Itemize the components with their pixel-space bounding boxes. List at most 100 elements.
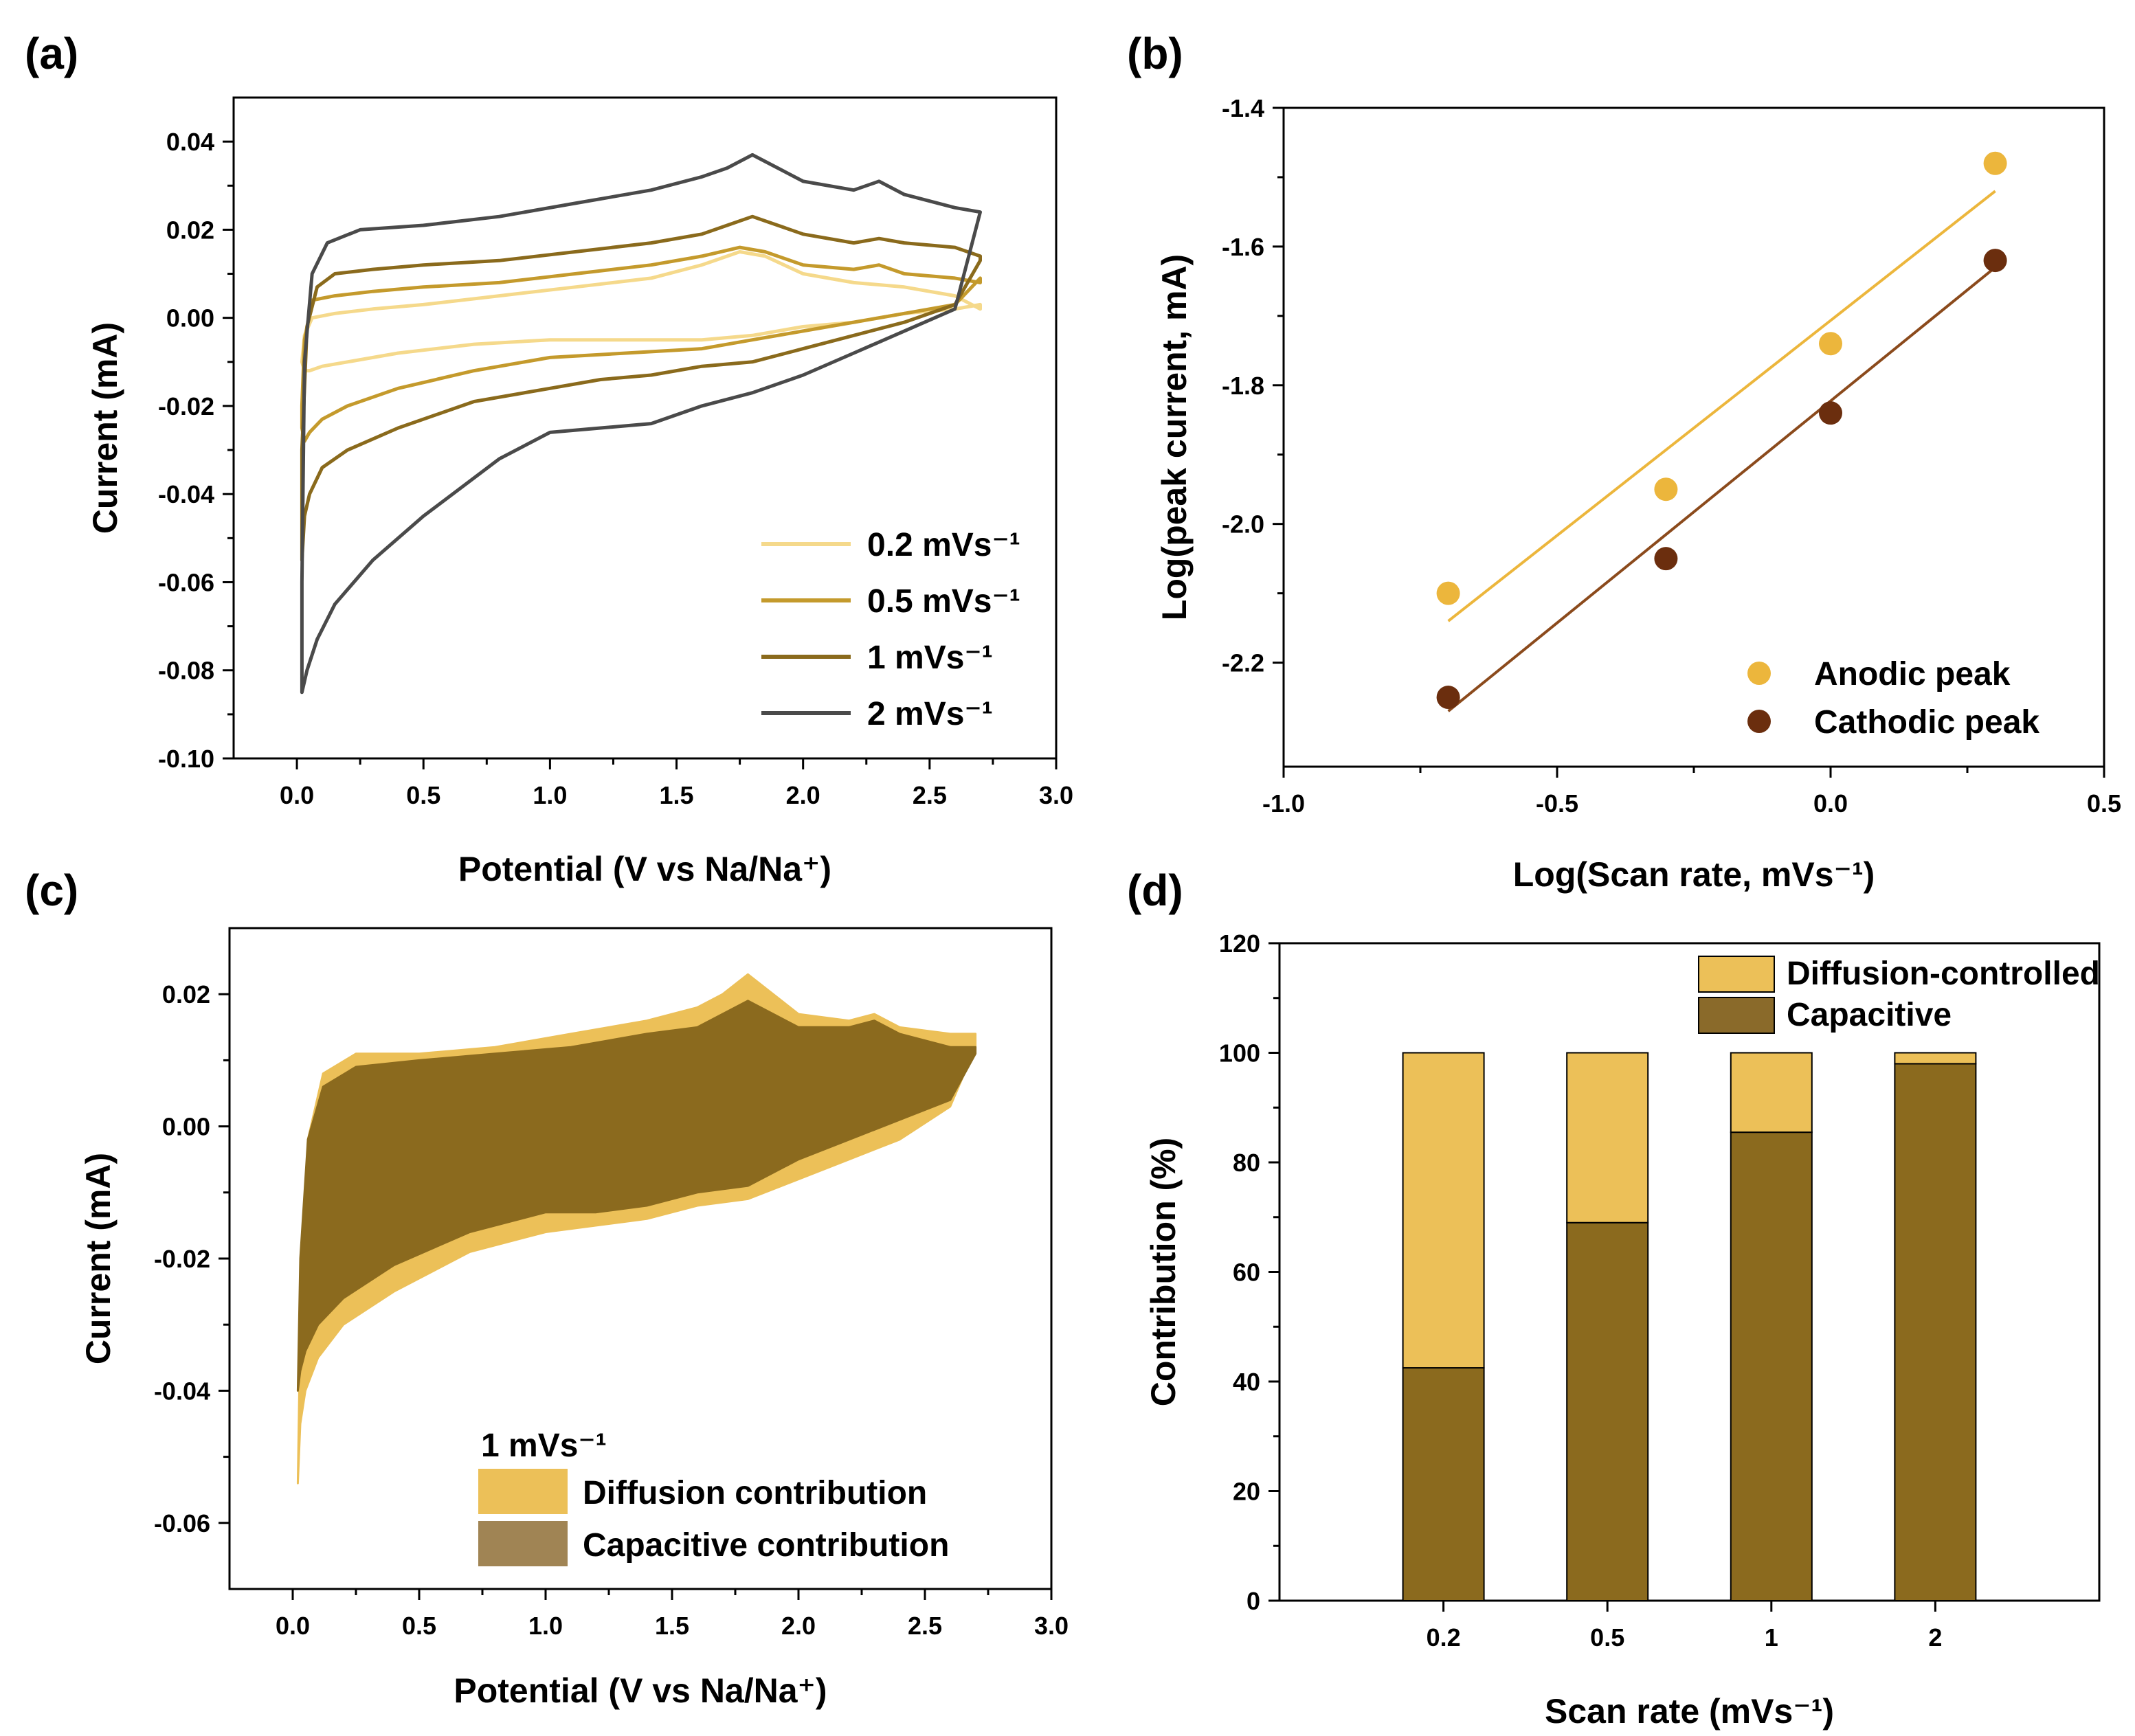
y-tick-label: 0.02 <box>166 216 214 244</box>
bar-capacitive <box>1566 1221 1649 1601</box>
x-tick-label: 1.5 <box>655 1612 689 1640</box>
x-axis-title: Potential (V vs Na/Na⁺) <box>454 1671 827 1710</box>
y-tick-label: -0.02 <box>154 1245 210 1273</box>
x-tick-label: 0.5 <box>406 781 440 809</box>
data-point <box>1654 547 1678 571</box>
data-point <box>1654 477 1678 501</box>
panel-d-label: (d) <box>1127 866 1183 915</box>
data-point <box>1819 401 1842 425</box>
panel-b-label: (b) <box>1127 29 1183 78</box>
y-axis-title: Current (mA) <box>86 322 124 534</box>
panel-a-label: (a) <box>25 29 78 78</box>
x-tick-label: 1.0 <box>533 781 567 809</box>
x-tick-label: -0.5 <box>1536 789 1578 818</box>
x-axis-title: Log(Scan rate, mVs⁻¹) <box>1513 855 1875 894</box>
bar-diffusion <box>1894 1052 1977 1065</box>
x-tick-label: 2.0 <box>781 1612 816 1640</box>
legend-label: Diffusion-controlled <box>1787 956 2100 992</box>
legend-swatch <box>478 1521 568 1566</box>
y-tick-label: 0.04 <box>166 128 214 156</box>
y-tick-label: 0 <box>1247 1587 1260 1615</box>
y-tick-label: 0.00 <box>166 304 214 332</box>
legend-label: Diffusion contribution <box>583 1475 927 1511</box>
bar-diffusion <box>1730 1052 1813 1134</box>
panel-c-contribution-cv: 0.0 0.5 1.0 1.5 2.0 2.5 3.0 -0.06 -0.04 -0.02 0.00… <box>79 927 1069 1710</box>
x-tick-label: 1 <box>1765 1623 1778 1652</box>
contribution-area-1 <box>296 1000 977 1392</box>
y-tick-label: -0.08 <box>158 657 214 685</box>
bar-diffusion <box>1566 1052 1649 1224</box>
cv-curve-3 <box>300 153 982 695</box>
x-tick-label: 0.5 <box>402 1612 436 1640</box>
bar-capacitive <box>1402 1367 1485 1601</box>
y-tick-label: 80 <box>1233 1149 1260 1177</box>
y-tick-label: -2.2 <box>1222 649 1264 677</box>
x-tick-label: 2.0 <box>786 781 820 809</box>
x-tick-label: 2.5 <box>913 781 947 809</box>
y-tick-label: 120 <box>1219 929 1260 958</box>
data-point <box>1436 581 1460 605</box>
data-point <box>1983 151 2007 175</box>
legend-label: 1 mVs⁻¹ <box>867 640 993 676</box>
legend-swatch <box>1698 997 1775 1034</box>
legend-label: Capacitive <box>1787 997 1952 1033</box>
panel-d-contribution-bars: 0 20 40 60 80 100 120 Scan rate (mVs⁻¹) Contribu… <box>1144 929 2101 1731</box>
x-tick-label: 1.0 <box>528 1612 563 1640</box>
x-tick-label: 1.5 <box>660 781 694 809</box>
x-tick-label: -1.0 <box>1262 789 1305 818</box>
bar-capacitive <box>1894 1063 1977 1601</box>
y-tick-label: 0.02 <box>162 980 210 1008</box>
bar-capacitive <box>1730 1131 1813 1601</box>
bar-diffusion <box>1402 1052 1485 1369</box>
y-tick-label: -0.10 <box>158 745 214 773</box>
y-tick-label: -0.04 <box>158 480 214 508</box>
legend-title: 1 mVs⁻¹ <box>481 1428 607 1464</box>
y-tick-label: -0.02 <box>158 392 214 420</box>
x-tick-label: 2.5 <box>908 1612 942 1640</box>
y-tick-label: 60 <box>1233 1259 1260 1287</box>
legend-label: 0.2 mVs⁻¹ <box>867 527 1020 563</box>
y-tick-label: -0.06 <box>158 568 214 596</box>
x-tick-label: 0.0 <box>276 1612 310 1640</box>
y-tick-label: -0.04 <box>154 1377 210 1405</box>
x-tick-label: 3.0 <box>1034 1612 1069 1640</box>
y-tick-label: -2.0 <box>1222 510 1264 539</box>
x-tick-label: 3.0 <box>1039 781 1073 809</box>
panel-a-cv-curves: 0.0 0.5 1.0 1.5 2.0 2.5 3.0 -0.10 -0.08 -0.06 -0.0… <box>86 96 1073 888</box>
legend-swatch <box>1698 956 1775 993</box>
x-tick-label: 0.5 <box>1590 1623 1624 1652</box>
x-tick-label: 0.5 <box>2087 789 2121 818</box>
y-axis-title: Log(peak current, mA) <box>1155 254 1194 620</box>
y-tick-label: -0.06 <box>154 1509 210 1537</box>
cv-curve-1 <box>300 245 982 443</box>
x-tick-label: 0.0 <box>1813 789 1848 818</box>
legend-marker <box>1747 662 1771 685</box>
y-tick-label: 40 <box>1233 1368 1260 1396</box>
legend-label: 2 mVs⁻¹ <box>867 696 993 732</box>
x-tick-label: 0.0 <box>280 781 314 809</box>
y-tick-label: 0.00 <box>162 1113 210 1141</box>
cv-curve-2 <box>300 214 982 562</box>
y-axis-title: Contribution (%) <box>1144 1138 1183 1407</box>
fit-line-0 <box>1447 190 1996 622</box>
legend-marker <box>1747 710 1771 733</box>
y-axis-title: Current (mA) <box>79 1153 118 1364</box>
y-tick-label: 100 <box>1219 1039 1260 1068</box>
legend-label: Capacitive contribution <box>583 1527 949 1564</box>
data-point <box>1819 332 1842 356</box>
panel-b-log-plot: -1.0 -0.5 0.0 0.5 -2.2 -2.0 -1.8 -1.6 -1.4 Log(Sc… <box>1155 94 2121 894</box>
x-tick-label: 2 <box>1928 1623 1942 1652</box>
legend-label: Cathodic peak <box>1814 704 2039 741</box>
legend-label: Anodic peak <box>1814 656 2011 692</box>
data-point <box>1436 686 1460 710</box>
x-tick-label: 0.2 <box>1427 1623 1461 1652</box>
y-tick-label: 20 <box>1233 1478 1260 1506</box>
fit-line-1 <box>1447 266 1996 712</box>
y-tick-label: -1.8 <box>1222 372 1264 400</box>
legend-swatch <box>478 1469 568 1514</box>
y-tick-label: -1.4 <box>1222 94 1264 122</box>
y-tick-label: -1.6 <box>1222 233 1264 261</box>
x-axis-title: Scan rate (mVs⁻¹) <box>1545 1692 1834 1731</box>
cv-curve-0 <box>300 250 982 373</box>
